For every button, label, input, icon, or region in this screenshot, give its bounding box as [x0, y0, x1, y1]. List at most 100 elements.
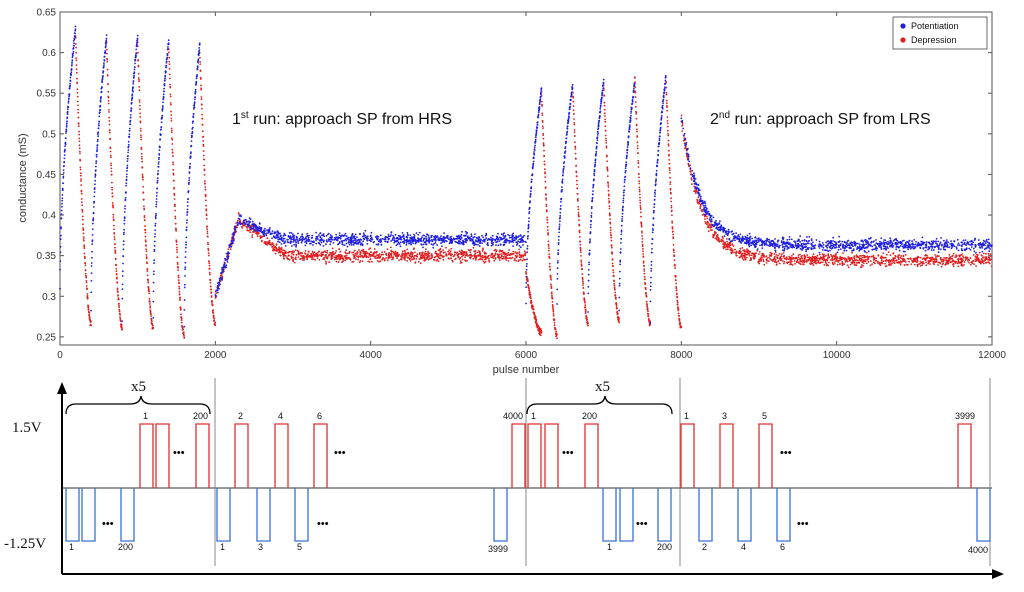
depression-point — [293, 251, 296, 253]
depression-point — [553, 324, 556, 327]
depression-point — [741, 247, 744, 249]
depression-point — [200, 98, 203, 101]
depression-point — [608, 200, 610, 203]
potentiation-point — [133, 66, 136, 69]
potentiation-point — [459, 242, 461, 245]
depression-point — [209, 279, 212, 282]
depression-point — [312, 251, 314, 254]
depression-point — [639, 193, 641, 196]
depression-point — [668, 153, 670, 156]
depression-point — [84, 257, 86, 260]
potentiation-point — [70, 64, 73, 67]
depression-point — [81, 204, 83, 207]
depression-point — [171, 148, 174, 151]
depression-point — [821, 261, 824, 264]
depression-point — [553, 318, 556, 321]
depression-point — [762, 258, 765, 261]
depression-point — [306, 258, 308, 260]
potentiation-point — [530, 180, 533, 183]
potentiation-point — [159, 138, 162, 141]
depression-point — [485, 258, 488, 260]
depression-point — [926, 257, 929, 259]
potentiation-point — [99, 100, 102, 103]
depression-point — [615, 298, 617, 300]
depression-point — [646, 308, 649, 311]
y-tick-label: 0.65 — [37, 8, 57, 19]
depression-point — [426, 256, 428, 259]
potentiation-point — [558, 235, 560, 238]
depression-point — [81, 201, 83, 204]
depression-point — [477, 250, 480, 252]
depression-point — [378, 260, 381, 263]
potentiation-point — [406, 232, 409, 234]
depression-point — [485, 252, 487, 255]
depression-point — [858, 257, 861, 260]
depression-point — [726, 245, 729, 248]
potentiation-point — [155, 205, 158, 208]
potentiation-point — [167, 46, 169, 48]
depression-point — [681, 130, 684, 132]
y-tick-label: 0.6 — [42, 48, 56, 59]
depression-point — [87, 308, 90, 311]
depression-point — [148, 303, 151, 305]
depression-point — [545, 193, 547, 196]
depression-point — [609, 229, 612, 232]
depression-point — [837, 260, 839, 262]
potentiation-point — [194, 88, 197, 91]
depression-point — [831, 261, 834, 264]
depression-point — [367, 256, 370, 259]
depression-point — [576, 179, 578, 182]
potentiation-point — [559, 220, 561, 223]
depression-point — [525, 271, 527, 273]
depression-point — [171, 143, 174, 145]
depression-point — [378, 253, 381, 256]
depression-point — [280, 248, 283, 251]
depression-point — [799, 263, 802, 266]
depression-point — [544, 180, 547, 183]
depression-point — [979, 262, 982, 265]
depression-point — [643, 272, 646, 275]
depression-point — [326, 257, 329, 259]
depression-point — [88, 315, 91, 317]
depression-point — [205, 214, 208, 217]
depression-point — [170, 131, 173, 134]
potentiation-point — [556, 277, 559, 280]
potentiation-point — [122, 240, 125, 243]
depression-point — [82, 227, 84, 230]
depression-point — [635, 111, 638, 114]
potentiation-point — [533, 149, 536, 151]
potentiation-point — [631, 107, 633, 110]
depression-point — [325, 253, 327, 256]
potentiation-point — [96, 149, 99, 151]
depression-point — [77, 111, 80, 114]
depression-point — [139, 121, 142, 124]
depression-point — [141, 176, 144, 179]
potentiation-point — [533, 151, 535, 153]
depression-point — [699, 205, 702, 208]
depression-point — [111, 202, 114, 204]
potentiation-point — [481, 234, 483, 237]
depression-point — [464, 259, 466, 261]
potentiation-point — [132, 82, 135, 85]
depression-point — [342, 258, 345, 261]
depression-point — [107, 102, 110, 105]
depression-point — [497, 256, 499, 259]
potentiation-point — [104, 51, 107, 54]
depression-point — [990, 255, 993, 258]
depression-point — [358, 261, 361, 264]
depression-point — [616, 310, 619, 313]
potentiation-point — [134, 62, 136, 65]
potentiation-point — [629, 125, 631, 128]
potentiation-point — [135, 52, 138, 54]
potentiation-point — [64, 145, 66, 148]
depression-point — [667, 143, 670, 146]
potentiation-point — [71, 54, 74, 57]
depression-point — [409, 260, 412, 262]
depression-point — [338, 253, 340, 256]
depression-point — [666, 125, 669, 128]
depression-point — [266, 237, 269, 240]
depression-point — [770, 254, 773, 256]
depression-point — [418, 251, 421, 254]
depression-point — [761, 257, 763, 259]
potentiation-point — [123, 222, 126, 225]
